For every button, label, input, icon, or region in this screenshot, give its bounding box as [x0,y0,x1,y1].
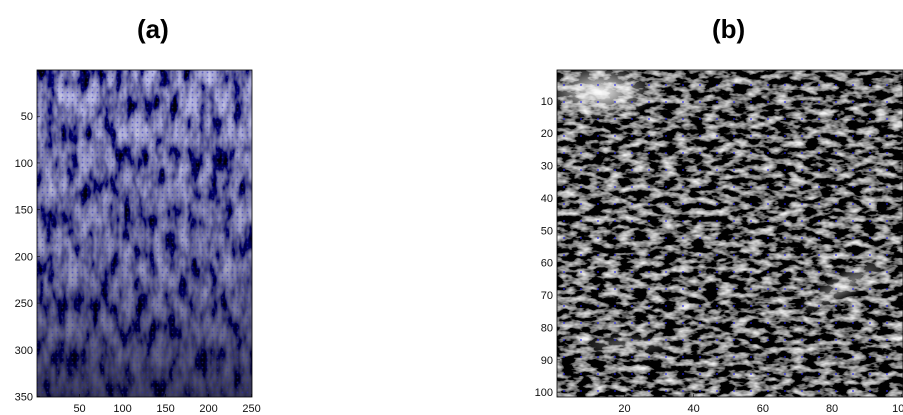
y-tick-label: 150 [15,205,33,217]
y-tick-label: 50 [21,111,33,123]
y-tick-label: 10 [541,96,553,108]
panel-label-b: (b) [712,14,746,44]
y-tick-label: 350 [15,392,33,404]
y-tick-label: 100 [535,387,553,399]
image-panel-a: 50 100 150 200 250 50 100 150 200 250 300 350 [15,69,261,415]
image-b-content [545,64,903,397]
y-tick-label: 100 [15,158,33,170]
y-tick-label: 20 [541,128,553,140]
y-tick-label: 40 [541,193,553,205]
x-tick-label: 200 [199,403,217,415]
y-tick-label: 70 [541,290,553,302]
y-tick-label: 50 [541,225,553,237]
image-panel-b: 20 40 60 80 100 10 20 30 40 50 60 70 80 90 100 [535,64,903,415]
y-tick-label: 300 [15,345,33,357]
x-tick-label: 100 [892,403,903,415]
axes-frame-b [556,69,903,398]
x-tick-label: 250 [242,403,260,415]
axis-ticks-b: 20 40 60 80 100 10 20 30 40 50 60 70 80 90 100 [535,96,903,415]
image-a-content [37,70,252,397]
y-tick-label: 250 [15,298,33,310]
y-tick-label: 30 [541,161,553,173]
x-tick-label: 20 [618,403,630,415]
x-tick-label: 50 [73,403,85,415]
x-tick-label: 100 [113,403,131,415]
y-tick-label: 80 [541,322,553,334]
y-tick-label: 60 [541,258,553,270]
x-tick-label: 40 [688,403,700,415]
axis-ticks-a: 50 100 150 200 250 50 100 150 200 250 300 350 [15,111,261,415]
x-tick-label: 150 [156,403,174,415]
y-tick-label: 200 [15,251,33,263]
x-tick-label: 80 [826,403,838,415]
x-tick-label: 60 [757,403,769,415]
y-tick-label: 90 [541,355,553,367]
axes-frame-a [36,69,253,398]
panel-label-a: (a) [137,14,169,44]
